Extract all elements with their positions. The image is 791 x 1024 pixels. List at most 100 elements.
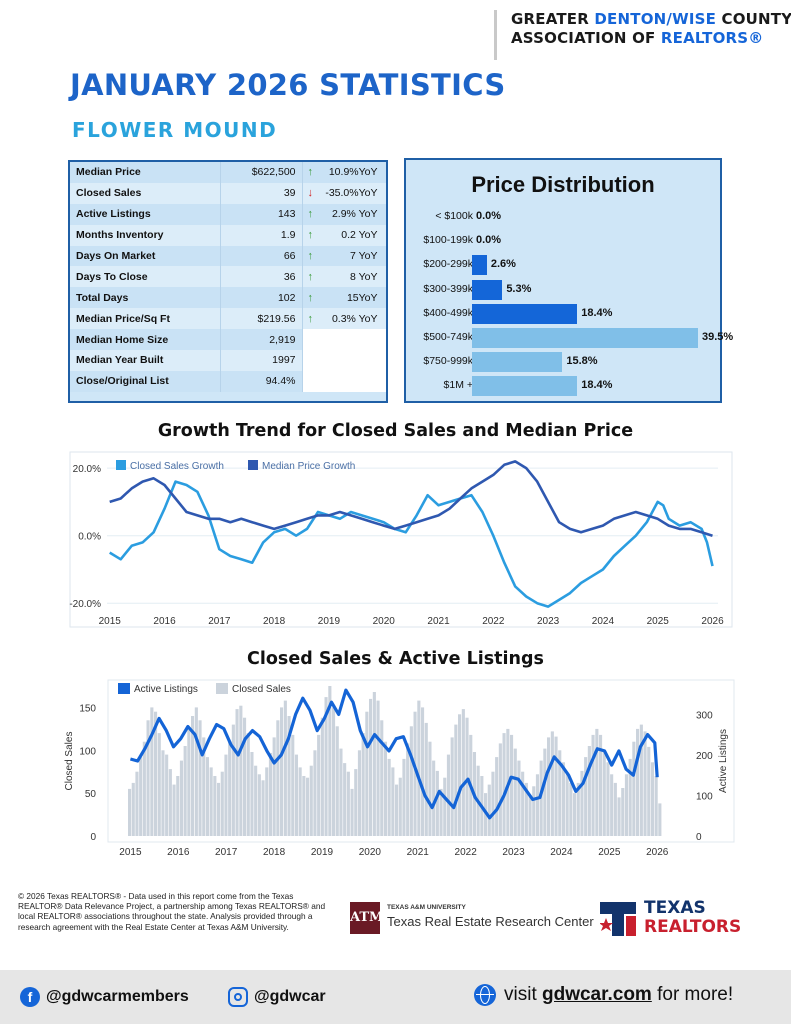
closed-sales-bar xyxy=(454,724,458,836)
closed-sales-bar xyxy=(450,737,454,836)
closed-sales-bar xyxy=(372,692,376,836)
legend-label: Active Listings xyxy=(134,684,198,695)
stat-value: $622,500 xyxy=(220,162,303,183)
price-range-label: $400-499k xyxy=(423,306,473,319)
closed-sales-bar xyxy=(183,746,187,836)
closed-sales-bar xyxy=(332,707,336,836)
closed-sales-bar xyxy=(487,784,491,836)
closed-sales-bar xyxy=(231,724,235,836)
closed-sales-bar xyxy=(243,717,247,836)
stat-label: Median Year Built xyxy=(70,350,221,371)
stat-label: Median Price/Sq Ft xyxy=(70,308,221,330)
closed-sales-bar xyxy=(647,746,651,836)
stat-trend-empty xyxy=(302,370,318,392)
x-tick-label: 2018 xyxy=(263,847,286,858)
closed-sales-bar xyxy=(291,734,295,836)
legend-label: Closed Sales xyxy=(232,684,291,695)
closed-sales-bar xyxy=(569,782,573,836)
closed-sales-bar xyxy=(280,707,284,836)
copyright-note: © 2026 Texas REALTORS® - Data used in th… xyxy=(18,891,326,932)
price-bar-value: 5.3% xyxy=(506,282,532,295)
price-row: $200-299k 2.6% xyxy=(406,255,724,276)
closed-sales-bar xyxy=(313,750,317,836)
y-tick-label: 0.0% xyxy=(78,532,101,543)
website-link[interactable]: visit gdwcar.com for more! xyxy=(474,984,733,1006)
closed-sales-bar xyxy=(346,771,350,836)
stats-row: Days On Market 66 ↑ 7 YoY xyxy=(70,245,386,267)
closed-sales-bar xyxy=(365,711,369,836)
closed-sales-bar xyxy=(409,726,413,836)
report-title: JANUARY 2026 STATISTICS xyxy=(70,68,506,102)
texas-realtors-mark-icon xyxy=(600,902,636,936)
stat-value: 36 xyxy=(220,266,303,288)
closed-sales-bar xyxy=(628,758,632,836)
closed-active-title: Closed Sales & Active Listings xyxy=(247,649,544,669)
price-row: $400-499k 18.4% xyxy=(406,303,724,324)
closed-sales-bar xyxy=(658,803,662,836)
closed-sales-bar xyxy=(602,750,606,836)
x-tick-label: 2025 xyxy=(647,616,670,627)
stat-value: 66 xyxy=(220,245,303,267)
stat-value: 143 xyxy=(220,203,303,225)
y-tick-label: -20.0% xyxy=(69,599,101,610)
closed-sales-bar xyxy=(239,705,243,836)
closed-sales-bar xyxy=(513,748,517,836)
stat-value: 94.4% xyxy=(220,370,303,392)
stat-label: Total Days xyxy=(70,287,221,309)
closed-sales-bar xyxy=(528,794,532,836)
closed-sales-bar xyxy=(339,748,343,836)
closed-sales-bar xyxy=(491,771,495,836)
closed-sales-bar xyxy=(610,774,614,836)
closed-sales-bar xyxy=(328,686,332,836)
closed-sales-bar xyxy=(391,767,395,836)
closed-sales-bar xyxy=(335,726,339,836)
price-bar xyxy=(472,328,698,348)
closed-sales-bar xyxy=(157,733,161,836)
area-name: FLOWER MOUND xyxy=(72,118,278,142)
stat-value: 2,919 xyxy=(220,329,303,351)
closed-sales-bar xyxy=(202,737,206,836)
arrow-up-icon: ↑ xyxy=(302,266,318,288)
arrow-up-icon: ↑ xyxy=(302,203,318,225)
legend-swatch xyxy=(118,683,130,694)
closed-sales-bar xyxy=(228,741,232,836)
x-tick-label: 2019 xyxy=(318,616,341,627)
closed-sales-bar xyxy=(561,762,566,836)
closed-sales-bar xyxy=(198,720,202,836)
facebook-link[interactable]: f @gdwcarmembers xyxy=(20,987,189,1007)
stats-row: Days To Close 36 ↑ 8 YoY xyxy=(70,266,386,288)
closed-sales-bar xyxy=(395,784,399,836)
closed-sales-bar xyxy=(547,737,551,836)
closed-sales-bar xyxy=(417,700,421,836)
closed-sales-bar xyxy=(343,763,347,836)
closed-sales-bar xyxy=(287,716,291,836)
stat-yoy: 0.3% YoY xyxy=(318,308,386,330)
closed-sales-bar xyxy=(621,788,625,836)
closed-sales-bar xyxy=(283,700,287,836)
price-range-label: $750-999k xyxy=(423,355,473,368)
stat-label: Median Home Size xyxy=(70,329,221,351)
closed-sales-bar xyxy=(495,757,499,836)
closed-sales-bar xyxy=(550,731,554,836)
closed-sales-bar xyxy=(443,777,447,836)
instagram-link[interactable]: @gdwcar xyxy=(228,987,326,1007)
closed-sales-bar xyxy=(524,782,528,836)
closed-sales-bar xyxy=(465,717,469,836)
stat-value: $219.56 xyxy=(220,308,303,330)
x-tick-label: 2015 xyxy=(119,847,142,858)
closed-sales-bar xyxy=(587,746,591,836)
closed-sales-bar xyxy=(636,728,640,836)
y-right-axis-label: Active Listings xyxy=(718,729,729,793)
price-row: $100-199k 0.0% xyxy=(406,231,724,251)
closed-sales-bar xyxy=(317,734,321,836)
visit-text: visit gdwcar.com for more! xyxy=(504,984,734,1005)
closed-sales-bar xyxy=(205,757,210,836)
x-tick-label: 2019 xyxy=(311,847,334,858)
closed-sales-bar xyxy=(421,707,425,836)
association-line-1: GREATER DENTON/WISE COUNTY xyxy=(511,10,791,28)
tamu-center-label: Texas Real Estate Research Center xyxy=(387,914,594,929)
median-price-growth-line xyxy=(109,460,713,537)
social-bar: f @gdwcarmembers @gdwcar visit gdwcar.co… xyxy=(0,970,791,1024)
x-tick-label: 2016 xyxy=(167,847,190,858)
closed-sales-bar xyxy=(639,724,643,836)
